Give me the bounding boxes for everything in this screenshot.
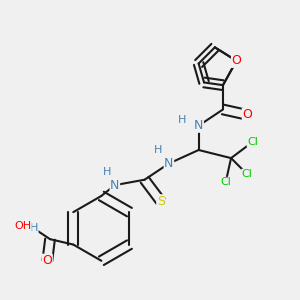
Text: OH: OH (14, 221, 31, 231)
Text: Cl: Cl (247, 137, 258, 147)
Text: Cl: Cl (242, 169, 253, 179)
Text: N: N (164, 157, 174, 170)
Text: H: H (103, 167, 111, 177)
Text: O: O (42, 254, 52, 267)
Text: O: O (232, 54, 242, 67)
Text: H: H (154, 145, 162, 155)
Text: O: O (242, 108, 252, 122)
Text: H: H (30, 224, 38, 233)
Text: S: S (157, 195, 165, 208)
Text: H: H (178, 115, 187, 125)
Text: N: N (110, 178, 120, 192)
Text: Cl: Cl (220, 177, 231, 188)
Text: N: N (194, 119, 203, 132)
